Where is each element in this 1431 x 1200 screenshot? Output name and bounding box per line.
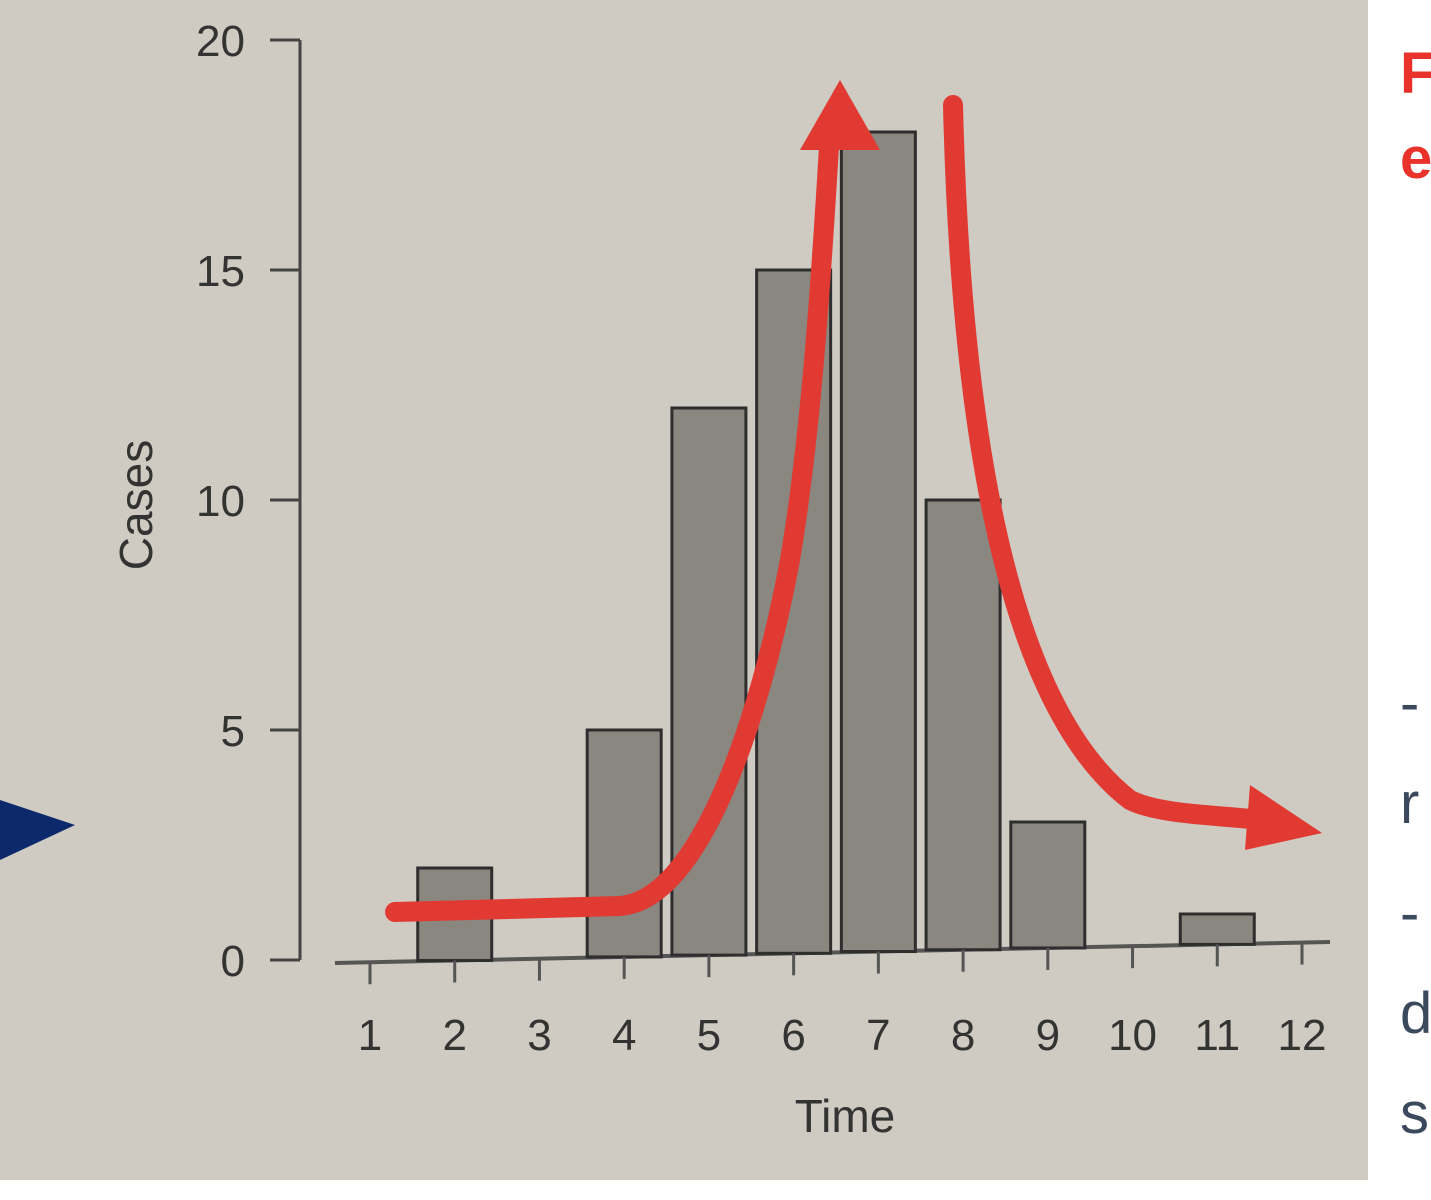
x-tick-label: 6 <box>781 1011 805 1060</box>
side-text-fragment: F <box>1400 41 1431 106</box>
side-text-fragment: d <box>1400 981 1431 1046</box>
x-tick-label: 2 <box>442 1011 466 1060</box>
bar <box>585 728 663 959</box>
x-tick-label: 4 <box>612 1011 636 1060</box>
x-tick-label: 1 <box>358 1011 382 1060</box>
falling-trend-arrow <box>943 95 1270 830</box>
pointer-arrow-icon <box>0 800 75 860</box>
bar <box>839 130 917 954</box>
y-tick-label: 0 <box>221 937 245 986</box>
bar <box>1178 912 1256 946</box>
side-text-fragment: - <box>1400 881 1420 946</box>
x-tick-label: 12 <box>1278 1011 1327 1060</box>
side-text-fragment: - <box>1400 671 1420 736</box>
side-text-fragment: s <box>1400 1081 1429 1146</box>
x-tick-label: 5 <box>697 1011 721 1060</box>
y-tick-label: 5 <box>221 707 245 756</box>
x-tick-label: 10 <box>1108 1011 1157 1060</box>
side-text-fragment: e <box>1400 126 1431 191</box>
side-text-fragment: r <box>1400 771 1420 836</box>
y-axis-label: Cases <box>110 440 162 570</box>
falling-arrowhead <box>1245 785 1322 850</box>
y-tick-label: 10 <box>196 477 245 526</box>
bar <box>924 498 1002 952</box>
y-tick-label: 15 <box>196 247 245 296</box>
x-tick-label: 7 <box>866 1011 890 1060</box>
x-axis-label: Time <box>795 1090 896 1142</box>
x-tick-label: 11 <box>1194 1011 1240 1060</box>
x-tick-label: 9 <box>1036 1011 1060 1060</box>
rising-trend-arrow <box>385 120 840 922</box>
y-tick-label: 20 <box>196 17 245 66</box>
x-tick-label: 8 <box>951 1011 975 1060</box>
x-axis-line <box>334 940 1331 965</box>
x-tick-label: 3 <box>527 1011 551 1060</box>
bar <box>1009 820 1087 950</box>
rising-arrowhead <box>800 80 880 150</box>
